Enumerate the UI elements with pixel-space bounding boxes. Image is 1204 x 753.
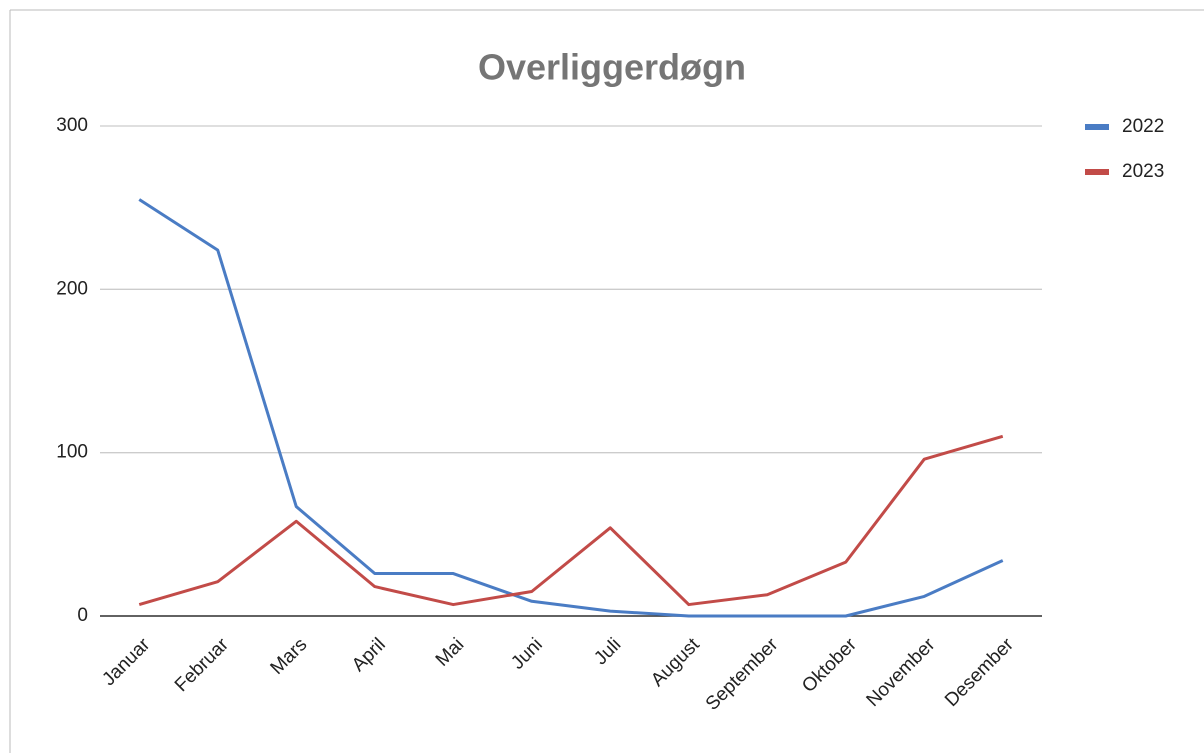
- y-tick-label: 300: [56, 115, 88, 136]
- series-line: [138, 198, 1004, 618]
- legend-swatch: [1085, 124, 1109, 130]
- y-tick-label: 100: [56, 442, 88, 463]
- legend-label: 2022: [1122, 116, 1164, 137]
- y-tick-label: 0: [77, 605, 88, 626]
- legend-swatch: [1085, 169, 1109, 175]
- chart-title: Overliggerdøgn: [478, 47, 746, 88]
- legend-label: 2023: [1122, 161, 1164, 182]
- series-line: [138, 434, 1004, 607]
- y-tick-label: 200: [56, 278, 88, 299]
